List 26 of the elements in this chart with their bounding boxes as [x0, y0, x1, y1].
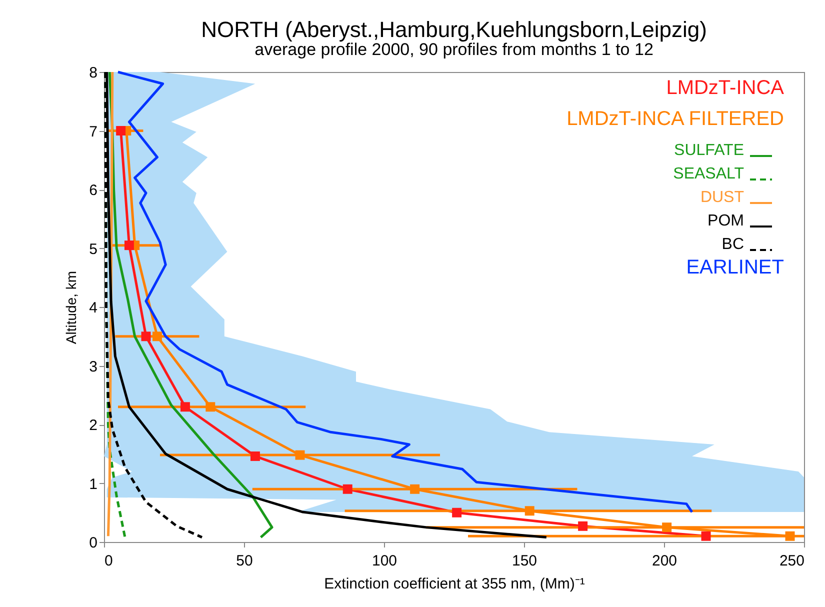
y-tick-label: 0	[89, 534, 98, 552]
legend-label: BC	[722, 236, 744, 253]
y-tick-label: 7	[89, 123, 98, 140]
x-tick-label: 250	[779, 552, 804, 570]
text: LMDzT-INCA	[666, 77, 785, 99]
y-tick-label: 5	[89, 240, 98, 258]
y-tick-label: 2	[89, 417, 98, 434]
legend-label: SULFATE	[674, 142, 744, 159]
x-tick-label: 100	[372, 552, 398, 570]
x-tick-label: 150	[512, 552, 538, 570]
text: LMDzT-INCA FILTERED	[566, 108, 784, 130]
y-tick-label: 1	[89, 476, 98, 493]
x-tick-label: 200	[652, 552, 678, 570]
x-axis-title: Extinction coefficient at 355 nm, (Mm)⁻¹	[324, 576, 585, 592]
x-tick-label: 50	[236, 552, 253, 570]
y-tick-label: 4	[89, 300, 98, 316]
legend-label: POM	[708, 212, 744, 230]
legend-label: DUST	[700, 189, 744, 206]
y-tick-label: 8	[89, 64, 98, 82]
chart-title: NORTH (Aberyst.,Hamburg,Kuehlungsborn,Leipzig)	[201, 17, 707, 42]
text: EARLINET	[686, 256, 784, 278]
y-tick-label: 6	[89, 182, 98, 199]
x-tick-label: 0	[104, 552, 113, 570]
y-tick-label: 3	[89, 358, 98, 376]
y-axis-title: Altitude, km	[63, 270, 80, 344]
legend-label: SEASALT	[673, 166, 744, 182]
